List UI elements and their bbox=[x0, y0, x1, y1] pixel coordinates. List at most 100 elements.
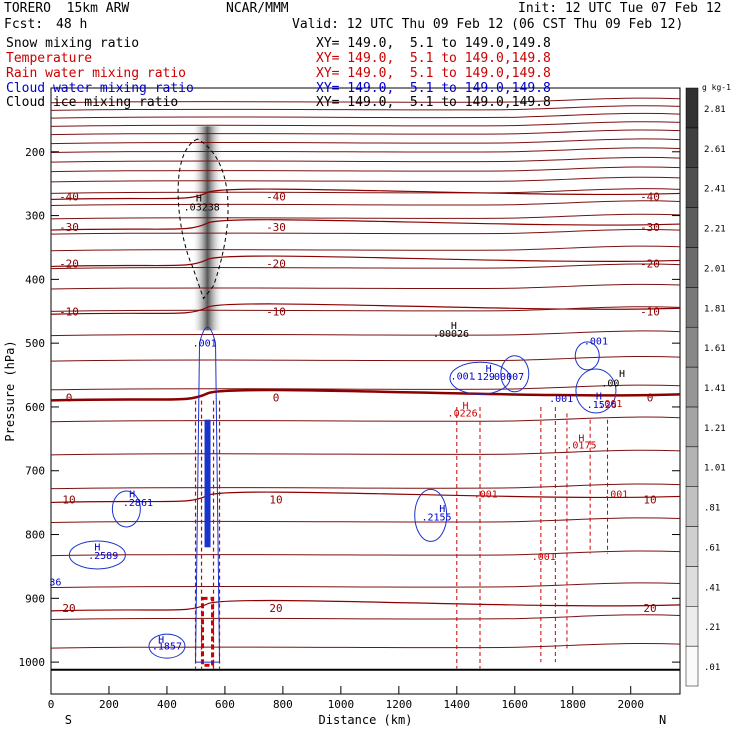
colorbar-swatch bbox=[685, 247, 699, 288]
theta-contour bbox=[50, 483, 681, 490]
rain-water-label: .001 bbox=[604, 490, 628, 501]
theta-contour bbox=[50, 263, 681, 270]
theta-contour bbox=[50, 97, 681, 104]
colorbar-label: 2.01 bbox=[704, 264, 726, 274]
max-marker: H bbox=[158, 635, 164, 646]
theta-contour bbox=[50, 582, 681, 589]
colorbar-swatch bbox=[685, 566, 699, 607]
theta-contour bbox=[50, 330, 681, 337]
isotherm-label: -40 bbox=[59, 190, 79, 203]
theta-contour bbox=[50, 129, 681, 136]
colorbar-swatch bbox=[685, 486, 699, 527]
isotherm-label: -10 bbox=[59, 305, 79, 318]
cloud-water-label: .00007 bbox=[488, 372, 524, 383]
ice-label: .00026 bbox=[433, 329, 469, 340]
x-tick-label: 1400 bbox=[444, 698, 471, 711]
x-tick-label: 600 bbox=[215, 698, 235, 711]
theta-contour bbox=[50, 229, 681, 235]
field-xy-cloud-ice: XY= 149.0, 5.1 to 149.0,149.8 bbox=[316, 95, 551, 110]
y-tick-label: 600 bbox=[25, 401, 45, 414]
isotherm-label: 10 bbox=[62, 493, 75, 506]
max-marker: H bbox=[462, 401, 468, 412]
cloud-water-blob bbox=[449, 361, 511, 395]
colorbar-swatch bbox=[685, 446, 699, 487]
snow-column bbox=[191, 126, 224, 331]
theta-contour bbox=[50, 355, 681, 362]
max-marker: H bbox=[439, 504, 445, 515]
field-name-rain: Rain water mixing ratio bbox=[6, 66, 187, 81]
colorbar-swatch bbox=[685, 127, 699, 168]
valid-time: Valid: 12 UTC Thu 09 Feb 12 (06 CST Thu … bbox=[292, 17, 684, 32]
rain-water-label: .001 bbox=[474, 490, 498, 501]
cloud-water-label: .1857 bbox=[152, 641, 182, 652]
x-axis-title: Distance (km) bbox=[319, 713, 413, 727]
theta-contour bbox=[50, 245, 681, 252]
colorbar-unit: g kg-1 bbox=[702, 83, 731, 92]
colorbar-swatch bbox=[685, 287, 699, 328]
y-tick-label: 200 bbox=[25, 146, 45, 159]
ice-label: .03238 bbox=[184, 202, 220, 213]
forecast-hours: 48 h bbox=[56, 17, 88, 32]
x-tick-label: 200 bbox=[99, 698, 119, 711]
cloud-water-label: 36 bbox=[49, 578, 61, 589]
cloud-water-blob bbox=[574, 341, 600, 371]
colorbar-label: 1.01 bbox=[704, 464, 726, 474]
cloud-water-outline bbox=[195, 326, 221, 663]
theta-contour bbox=[50, 213, 681, 220]
isotherm-label: -20 bbox=[59, 257, 79, 270]
isotherm-label: -40 bbox=[266, 190, 286, 203]
plot-frame bbox=[50, 87, 681, 695]
theta-contour bbox=[50, 517, 681, 523]
colorbar-label: 1.61 bbox=[704, 344, 726, 354]
model-name: TORERO 15km ARW bbox=[4, 1, 130, 16]
theta-contour bbox=[50, 384, 681, 391]
x-tick-label: 400 bbox=[157, 698, 177, 711]
max-marker: H bbox=[94, 542, 100, 553]
field-xy-cloud-water: XY= 149.0, 5.1 to 149.0,149.8 bbox=[316, 81, 551, 96]
x-end-label-left: S bbox=[65, 713, 72, 727]
isotherm-label: 20 bbox=[643, 602, 656, 615]
field-xy-snow: XY= 149.0, 5.1 to 149.0,149.8 bbox=[316, 36, 551, 51]
isotherm-label: 10 bbox=[269, 493, 282, 506]
isotherm-label: 0 bbox=[66, 391, 73, 404]
theta-contour bbox=[50, 614, 681, 620]
cloud-water-blob bbox=[500, 355, 530, 393]
field-name-snow: Snow mixing ratio bbox=[6, 36, 140, 51]
x-tick-label: 0 bbox=[48, 698, 55, 711]
cloud-water-blob bbox=[575, 368, 617, 414]
colorbar-label: .81 bbox=[704, 504, 720, 514]
x-end-label-right: N bbox=[659, 713, 666, 727]
isotherm-label: 0 bbox=[273, 391, 280, 404]
isotherm-label: -10 bbox=[266, 305, 286, 318]
cloud-water-label: .001 bbox=[584, 336, 608, 347]
cloud-water-label: .1526 bbox=[587, 400, 617, 411]
y-tick-label: 700 bbox=[25, 465, 45, 478]
theta-contour bbox=[50, 166, 681, 173]
x-tick-label: 800 bbox=[273, 698, 293, 711]
cloud-water-label: .2589 bbox=[88, 551, 118, 562]
rain-water-label: .001 bbox=[532, 552, 556, 563]
theta-contour bbox=[50, 156, 681, 163]
colorbar-swatch bbox=[685, 167, 699, 208]
y-tick-label: 900 bbox=[25, 592, 45, 605]
cloud-water-blob bbox=[148, 633, 186, 659]
field-name-temperature: Temperature bbox=[6, 51, 93, 66]
x-tick-label: 1000 bbox=[328, 698, 355, 711]
org-name: NCAR/MMM bbox=[226, 1, 289, 16]
isotherm-label: -30 bbox=[59, 221, 79, 234]
isotherm bbox=[50, 219, 681, 231]
rain-water-label: .0226 bbox=[448, 409, 478, 420]
colorbar-label: 1.21 bbox=[704, 424, 726, 434]
isotherm bbox=[50, 599, 681, 612]
max-marker: H bbox=[578, 433, 584, 444]
isotherm-label: 0 bbox=[647, 391, 654, 404]
cloud-water-blob bbox=[414, 488, 448, 542]
y-tick-label: 400 bbox=[25, 273, 45, 286]
field-xy-temperature: XY= 149.0, 5.1 to 149.0,149.8 bbox=[316, 51, 551, 66]
theta-contour bbox=[50, 176, 681, 183]
colorbar-label: 1.81 bbox=[704, 304, 726, 314]
cloud-water-label: .2861 bbox=[123, 498, 153, 509]
theta-contour bbox=[50, 283, 681, 290]
theta-contour bbox=[50, 550, 681, 557]
isotherm-label: -40 bbox=[640, 190, 660, 203]
